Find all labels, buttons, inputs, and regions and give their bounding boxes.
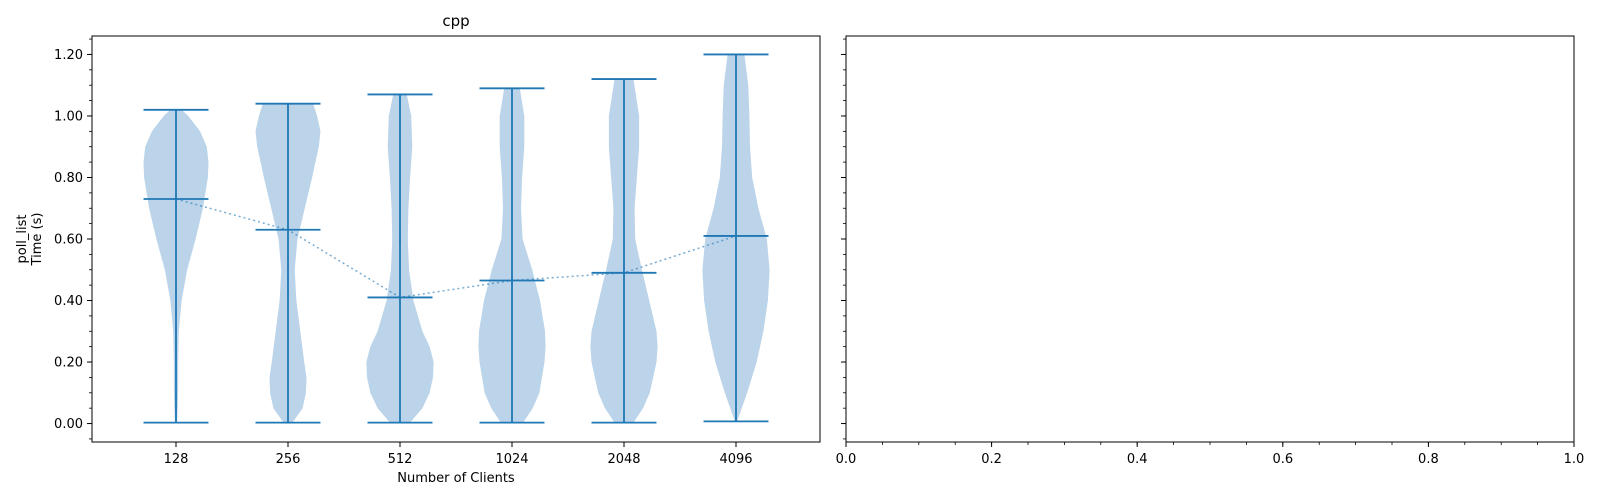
right-x-tick-label: 0.2 <box>981 452 1002 467</box>
median-trend-line <box>175 198 737 299</box>
right-x-tick-label: 0.0 <box>836 452 857 467</box>
x-tick-label-256: 256 <box>276 452 301 467</box>
right-x-tick-label: 0.8 <box>1418 452 1439 467</box>
y-tick-label: 0.00 <box>54 417 83 432</box>
left-plot-frame <box>91 35 821 443</box>
right-x-tick-label: 1.0 <box>1564 452 1585 467</box>
y-tick-label: 0.80 <box>54 171 83 186</box>
chart-title: cpp <box>442 12 469 30</box>
x-tick-label-2048: 2048 <box>607 452 640 467</box>
right-subplot: 0.0 0.2 0.4 0.6 0.8 1.0 <box>836 35 1585 467</box>
y-tick-label: 0.60 <box>54 233 83 248</box>
right-x-axis: 0.0 0.2 0.4 0.6 0.8 1.0 <box>836 442 1585 467</box>
left-subplot: cpp 0.00 0.20 0.40 0.60 0.80 1.00 1.20 128 256 5… <box>15 12 821 486</box>
right-plot-frame <box>845 35 1575 443</box>
violin-statistics-lines <box>143 53 769 424</box>
violin-group <box>143 54 770 423</box>
y-tick-label: 0.40 <box>54 294 83 309</box>
x-tick-label-4096: 4096 <box>719 452 752 467</box>
x-tick-label-1024: 1024 <box>495 452 528 467</box>
x-axis-label: Number of Clients <box>397 471 515 486</box>
right-x-tick-label: 0.4 <box>1127 452 1148 467</box>
right-x-tick-label: 0.6 <box>1272 452 1293 467</box>
y-axis-label-line-1: poll_list <box>15 214 30 263</box>
x-axis: 128 256 512 1024 2048 4096 <box>164 442 753 467</box>
y-axis-label-line-2: Time (s) <box>30 213 45 267</box>
x-tick-label-512: 512 <box>388 452 413 467</box>
y-tick-label: 0.20 <box>54 356 83 371</box>
y-tick-label: 1.00 <box>54 109 83 124</box>
y-axis: 0.00 0.20 0.40 0.60 0.80 1.00 1.20 <box>54 38 92 440</box>
x-tick-label-128: 128 <box>164 452 189 467</box>
right-y-axis <box>841 38 846 440</box>
y-tick-label: 1.20 <box>54 48 83 63</box>
median-trend-polyline <box>175 198 737 299</box>
